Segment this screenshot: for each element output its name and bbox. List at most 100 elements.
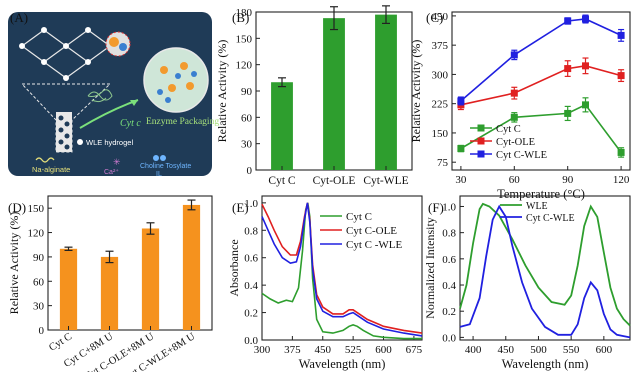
x-tick-label: Cyt C xyxy=(268,175,295,187)
bar xyxy=(271,82,293,170)
x-tick-label: 30 xyxy=(455,174,467,186)
legend-marker xyxy=(477,124,485,132)
y-tick-label: 0.8 xyxy=(442,228,456,240)
panel-letter: (B) xyxy=(232,10,249,25)
y-tick-label: 0.4 xyxy=(442,280,456,292)
data-point xyxy=(617,72,625,80)
x-tick-label: 450 xyxy=(498,344,515,356)
cyt-c-protein-icon xyxy=(87,89,113,103)
bar xyxy=(182,204,201,330)
y-tick-label: 0.0 xyxy=(442,332,456,344)
bar xyxy=(375,14,397,171)
panel-letter: (D) xyxy=(8,200,26,215)
x-tick-label: 550 xyxy=(563,344,580,356)
data-point xyxy=(510,113,518,121)
y-tick-label: 0.6 xyxy=(442,254,456,266)
packaging-arrow-head xyxy=(130,100,138,106)
y-tick-label: 60 xyxy=(241,112,253,124)
y-tick-label: 30 xyxy=(33,301,45,313)
x-tick-label: 375 xyxy=(284,344,301,356)
y-tick-label: 300 xyxy=(432,69,449,81)
y-tick-label: 0.0 xyxy=(244,335,258,347)
plot-frame xyxy=(451,11,631,171)
bar xyxy=(59,248,78,330)
x-tick-label: 120 xyxy=(613,174,630,186)
data-point xyxy=(457,97,465,105)
x-tick-label: 600 xyxy=(596,344,613,356)
bar xyxy=(100,256,119,330)
y-tick-label: 150 xyxy=(28,203,45,215)
y-tick-label: 0.2 xyxy=(442,306,456,318)
x-tick-label: 90 xyxy=(562,174,574,186)
x-tick-label: 675 xyxy=(406,344,423,356)
plot-frame xyxy=(47,195,213,331)
panel-a-letter: (A) xyxy=(10,10,28,25)
x-tick-label: Cyt C xyxy=(47,331,74,353)
x-axis-label: Wavelength (nm) xyxy=(299,357,386,371)
y-axis-label: Absorbance xyxy=(227,239,241,296)
y-tick-label: 30 xyxy=(241,139,253,151)
cyt-c-label: Cyt c xyxy=(120,118,141,129)
x-tick-label: 450 xyxy=(315,344,332,356)
bar xyxy=(141,228,160,330)
hydrogel-legend-icon xyxy=(77,139,83,145)
y-axis-label: Relative Activity (%) xyxy=(409,40,423,143)
y-tick-label: 1.0 xyxy=(442,201,456,213)
y-tick-label: 0.2 xyxy=(244,308,258,320)
y-axis-label: Relative Activity (%) xyxy=(7,212,21,315)
x-tick-label: Cyt-OLE xyxy=(313,175,356,187)
panel-f-chart: (F) 0.0 0.2 0.4 0.6 0.8 1.0 Normalized Intensit… xyxy=(423,195,631,371)
y-tick-label: 450 xyxy=(432,11,449,23)
x-tick-label: 525 xyxy=(345,344,362,356)
y-tick-label: 120 xyxy=(28,228,45,240)
packaged-enzyme-dots xyxy=(157,62,197,103)
y-tick-label: 0.6 xyxy=(244,253,258,265)
series-line xyxy=(460,64,622,106)
data-point xyxy=(564,109,572,117)
legend-label: Cyt-OLE xyxy=(496,137,535,148)
x-tick-label: 300 xyxy=(254,344,271,356)
legend-label: Cyt C -WLE xyxy=(346,239,402,251)
y-tick-label: 150 xyxy=(236,33,253,45)
data-point xyxy=(582,15,589,23)
panel-b-chart: (B) 0 30 60 90 120 150 180 Relative Activity (%)… xyxy=(215,5,413,187)
y-tick-label: 0 xyxy=(247,165,253,177)
legend-label: Cyt C-WLE xyxy=(526,213,575,224)
data-point xyxy=(564,17,572,25)
legend-marker xyxy=(477,150,485,158)
data-point xyxy=(564,65,572,73)
y-tick-label: 0 xyxy=(39,325,45,337)
series-line xyxy=(261,202,423,337)
panel-c-chart: (C) 75 150 225 300 375 450 Relative Activity (%… xyxy=(409,10,631,201)
series-line xyxy=(460,18,622,102)
legend-label: Cyt C-OLE xyxy=(346,225,397,237)
y-tick-label: 0.8 xyxy=(244,225,258,237)
y-tick-label: 180 xyxy=(236,7,253,19)
data-point xyxy=(617,148,625,156)
series-line xyxy=(261,202,423,334)
hydrogel-beads xyxy=(58,115,70,150)
panel-a-schematic: (A) Cyt c xyxy=(8,10,219,178)
x-axis-label: Temperature (°C) xyxy=(497,187,585,201)
data-point xyxy=(582,101,589,109)
hydrogel-column xyxy=(56,112,72,152)
y-tick-label: 120 xyxy=(236,60,253,72)
y-tick-label: 0.4 xyxy=(244,280,258,292)
legend-label: Cyt C-WLE xyxy=(496,150,547,161)
panel-letter: (C) xyxy=(426,10,443,25)
x-tick-label: 500 xyxy=(530,344,547,356)
legend-label: Cyt C xyxy=(496,124,521,135)
x-tick-label: 60 xyxy=(509,174,521,186)
series-line xyxy=(459,202,631,327)
y-tick-label: 375 xyxy=(432,40,449,52)
legend-label: Cyt C xyxy=(346,211,372,223)
x-tick-label: 600 xyxy=(375,344,392,356)
ionic-liquid-zoom-icon xyxy=(105,31,131,57)
alginate-legend-icon xyxy=(35,157,55,163)
legend-marker xyxy=(477,137,485,145)
panel-letter: (E) xyxy=(232,200,249,215)
data-point xyxy=(510,51,518,59)
panel-d-chart: (D) 0 30 60 90 120 150 Relative Activity (%) Cyt… xyxy=(7,195,213,372)
y-axis-label: Normalized Intensity xyxy=(423,217,437,319)
legend-alginate: Na-alginate xyxy=(32,165,70,174)
